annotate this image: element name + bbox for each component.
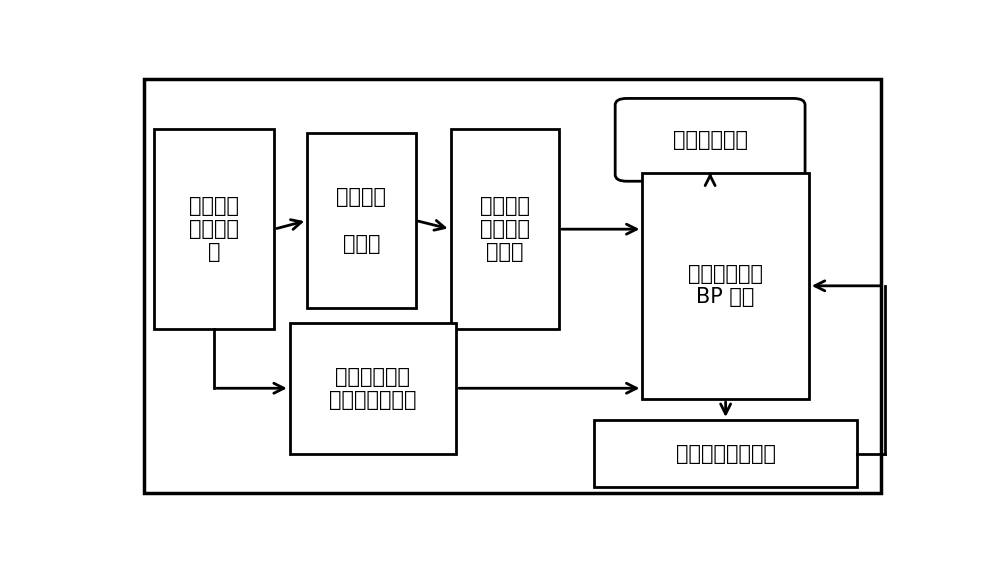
Text: 字符图像快速
矩正、分割和特: 字符图像快速 矩正、分割和特	[329, 367, 417, 410]
Bar	[154, 129, 274, 329]
FancyBboxPatch shape	[615, 98, 805, 181]
Text: 字符识别显示结果: 字符识别显示结果	[676, 444, 776, 464]
Bar	[594, 420, 857, 487]
Text: 大量样本训练: 大量样本训练	[673, 130, 748, 150]
Text: 字符图像

预处理: 字符图像 预处理	[336, 187, 386, 254]
Bar	[642, 173, 809, 399]
Bar	[307, 133, 416, 308]
Bar	[290, 323, 456, 453]
Text: 所测仪表
的字符图
像: 所测仪表 的字符图 像	[189, 196, 239, 263]
Text: 字符图像
的字符特
征提取: 字符图像 的字符特 征提取	[480, 196, 530, 263]
Text: 人工神经网络
BP 算法: 人工神经网络 BP 算法	[688, 264, 763, 307]
Bar	[450, 129, 559, 329]
